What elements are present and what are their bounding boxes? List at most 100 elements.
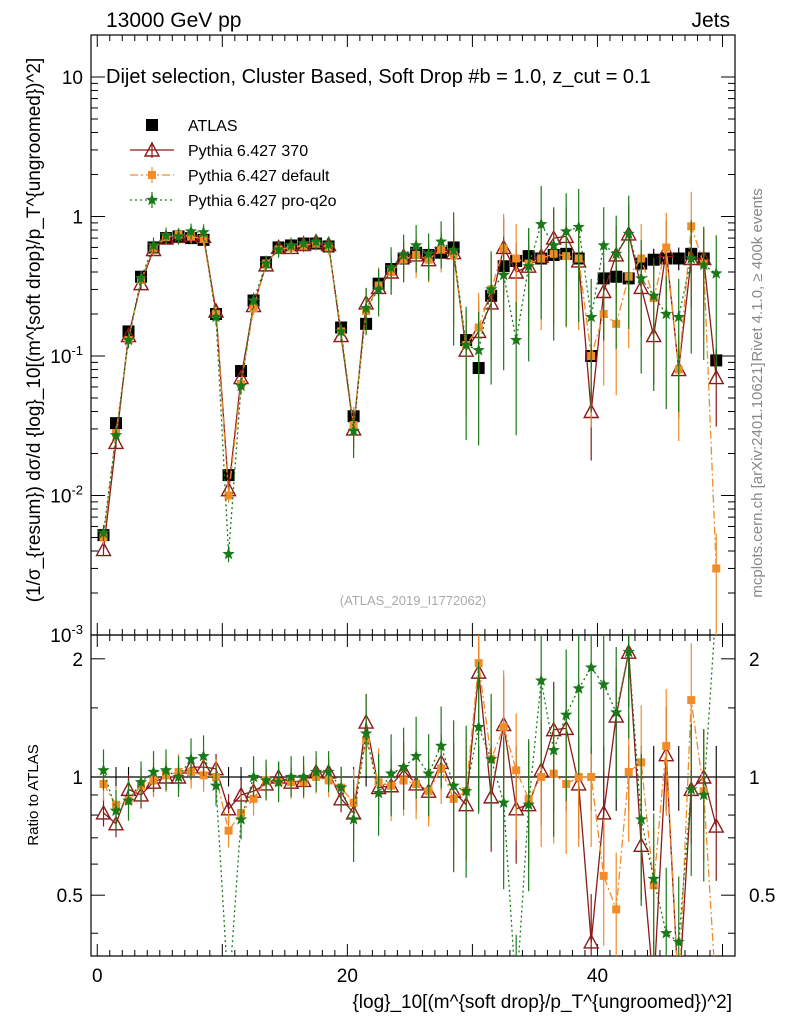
pythia-6-427-pro-q2o-ratio-point (585, 661, 598, 673)
pythia-6-427-default-ratio-point (512, 766, 521, 775)
pythia-6-427-default-ratio-point (574, 773, 583, 782)
pythia-6-427-pro-q2o-point (134, 271, 148, 284)
pythia-6-427-pro-q2o-point (322, 238, 335, 250)
pythia-6-427-pro-q2o-ratio-point (97, 763, 110, 776)
y-tick-exponent: -2 (71, 482, 83, 497)
pythia-6-427-pro-q2o-point (247, 294, 260, 306)
pythia-6-427-pro-q2o-point (359, 301, 373, 314)
pythia-6-427-pro-q2o-ratio-point (272, 775, 285, 788)
pythia-6-427-pro-q2o-point (109, 428, 123, 441)
ratio-tick-label: 2 (72, 650, 83, 671)
pythia-6-427-pro-q2o-point (397, 248, 410, 261)
pythia-6-427-pro-q2o-ratio-point (322, 765, 335, 778)
pythia-6-427-pro-q2o-ratio-point (297, 770, 310, 783)
pythia-6-427-pro-q2o-ratio-point (184, 752, 198, 765)
pythia-6-427-pro-q2o-ratio-point (485, 752, 498, 765)
pythia-6-427-pro-q2o-point (485, 282, 498, 295)
pythia-6-427-pro-q2o-point (347, 424, 360, 437)
pythia-6-427-pro-q2o-point (685, 252, 698, 264)
pythia-6-427-pro-q2o-point (384, 261, 398, 273)
x-tick-label: 20 (337, 966, 358, 987)
pythia-6-427-pro-q2o-ratio-point (535, 674, 548, 686)
pythia-6-427-default-ratio-point (587, 773, 596, 782)
pythia-6-427-pro-q2o-ratio-point (347, 812, 360, 825)
pythia-6-427-pro-q2o-ratio-point (372, 786, 385, 799)
y-tick-label: 1 (72, 207, 83, 228)
legend-marker-pythia-6-427-370 (143, 141, 161, 157)
pythia-6-427-pro-q2o-ratio-point (284, 770, 298, 783)
pythia-6-427-pro-q2o-point (297, 237, 310, 249)
y-tick-label: 10-2 (50, 482, 83, 507)
pythia-6-427-pro-q2o-ratio-point (635, 812, 648, 825)
pythia-6-427-default-ratio-point (249, 794, 258, 803)
pythia-6-427-pro-q2o-ratio-point (460, 784, 473, 797)
pythia-6-427-pro-q2o-point (597, 239, 610, 251)
pythia-6-427-pro-q2o-point (272, 243, 285, 255)
pythia-6-427-pro-q2o-ratio-point (384, 767, 398, 779)
main-series-group (95, 185, 725, 635)
pythia-6-427-pro-q2o-point (234, 379, 248, 392)
pythia-6-427-pro-q2o-point (660, 307, 673, 320)
pythia-6-427-pro-q2o-point (535, 217, 548, 230)
pythia-6-427-pro-q2o-point (585, 310, 598, 323)
pythia-6-427-pro-q2o-point (372, 282, 385, 295)
pythia-6-427-pro-q2o-point (622, 227, 635, 240)
pythia-6-427-pro-q2o-ratio-point (209, 779, 223, 791)
pythia-6-427-370-point (107, 433, 125, 450)
pythia-6-427-default-ratio-point (687, 696, 696, 705)
legend-label-pythia-6-427-370: Pythia 6.427 370 (188, 143, 308, 160)
pythia-6-427-pro-q2o-point (497, 268, 510, 281)
pythia-6-427-default-point (512, 254, 521, 263)
pythia-6-427-pro-q2o-ratio-point (247, 770, 260, 783)
y-tick-exponent: -3 (71, 622, 83, 637)
pythia-6-427-pro-q2o-point (510, 333, 523, 346)
pythia-6-427-default-ratio-point (599, 871, 608, 880)
pythia-6-427-pro-q2o-point (197, 225, 210, 238)
ratio-tick-label: 0.5 (57, 886, 83, 907)
pythia-6-427-pro-q2o-point (547, 239, 560, 251)
pythia-6-427-pro-q2o-point (122, 333, 135, 346)
pythia-6-427-pro-q2o-ratio-point (522, 798, 535, 810)
pythia-6-427-pro-q2o-ratio-point (197, 749, 210, 762)
pythia-6-427-pro-q2o-point (460, 338, 473, 351)
pythia-6-427-pro-q2o-ratio-point (359, 727, 373, 739)
x-tick-label: 40 (587, 966, 608, 987)
pythia-6-427-pro-q2o-point (259, 257, 273, 269)
pythia-6-427-pro-q2o-ratio-point (647, 872, 660, 885)
x-axis-label: {log}_10[(m^{soft drop}/p_T^{ungroomed})… (352, 992, 732, 1013)
pythia-6-427-pro-q2o-ratio-point (472, 720, 485, 733)
pythia-6-427-pro-q2o-point (522, 259, 535, 272)
pythia-6-427-pro-q2o-point (710, 267, 723, 279)
pythia-6-427-pro-q2o-point (222, 547, 235, 560)
legend-marker-pythia-6-427-default (148, 171, 156, 179)
pythia-6-427-370-point (708, 369, 725, 385)
pythia-6-427-pro-q2o-ratio-point (672, 935, 685, 948)
pythia-6-427-pro-q2o-ratio-point (109, 804, 123, 817)
ratio-tick-label-right: 1 (749, 768, 760, 789)
pythia-6-427-pro-q2o-point (422, 247, 435, 260)
pythia-6-427-pro-q2o-ratio-point (234, 812, 248, 825)
pythia-6-427-default-ratio-point (224, 826, 233, 835)
pythia-6-427-370-point (95, 541, 112, 557)
pythia-6-427-pro-q2o-point (334, 324, 348, 337)
pythia-6-427-pro-q2o-point (472, 343, 485, 356)
pythia-6-427-pro-q2o-ratio-point (147, 765, 160, 778)
pythia-6-427-pro-q2o-ratio-point (447, 779, 460, 791)
pythia-6-427-pro-q2o-ratio-line (102, 635, 715, 956)
pythia-6-427-pro-q2o-ratio-point (572, 682, 585, 694)
pythia-6-427-default-ratio-point (662, 741, 671, 750)
pythia-6-427-pro-q2o-point (560, 225, 573, 237)
legend-marker-atlas (146, 119, 158, 131)
pythia-6-427-pro-q2o-point (309, 235, 323, 247)
pythia-6-427-pro-q2o-point (97, 526, 110, 539)
x-tick-label: 0 (92, 966, 103, 987)
pythia-6-427-370-ratio-point (708, 817, 725, 833)
y-tick-exponent: -1 (71, 343, 83, 358)
pythia-6-427-pro-q2o-ratio-point (660, 926, 673, 939)
pythia-6-427-default-ratio-line (102, 663, 715, 956)
mcplots-label: mcplots.cern.ch [arXiv:2401.10621] (749, 362, 766, 597)
energy-label: 13000 GeV pp (106, 9, 241, 32)
pythia-6-427-pro-q2o-ratio-point (172, 770, 185, 783)
